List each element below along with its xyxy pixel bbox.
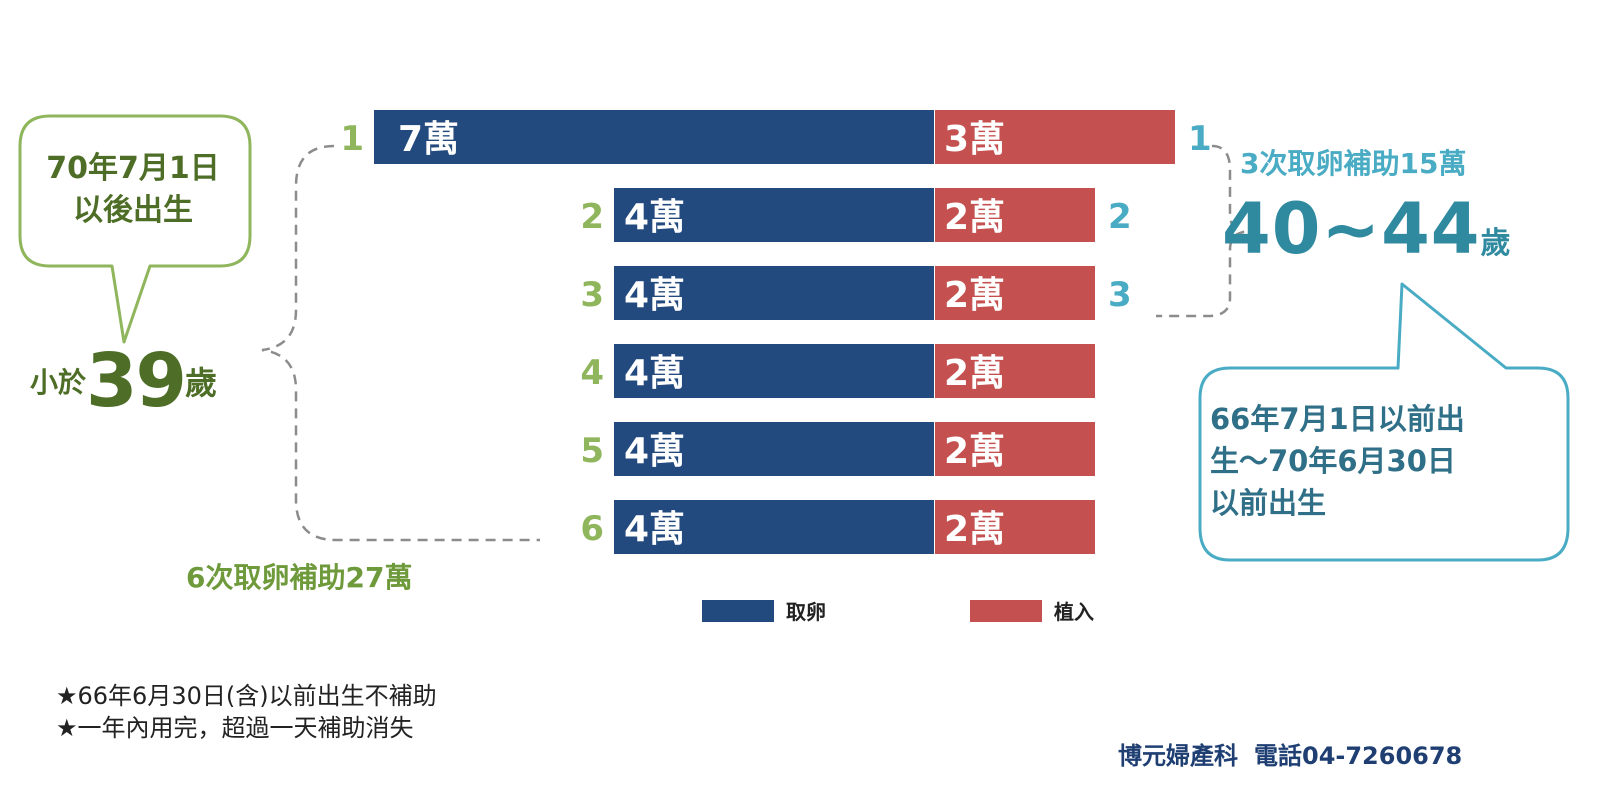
value-label-retrieval-1: 7萬: [398, 119, 459, 160]
right-index-3: 3: [1108, 275, 1132, 315]
note-1: ★66年6月30日(含)以前出生不補助: [56, 682, 437, 710]
bar-retrieval-2: [614, 188, 934, 242]
bar-retrieval-1: [374, 110, 934, 164]
left-bubble-text: 70年7月1日 以後出生: [46, 151, 220, 228]
value-label-retrieval-2: 4萬: [624, 197, 685, 238]
value-label-retrieval-3: 4萬: [624, 275, 685, 316]
value-label-transfer-3: 2萬: [944, 275, 1005, 316]
bars-layer: [374, 110, 1175, 554]
left-index-3: 3: [580, 275, 604, 315]
left-age-suffix: 歲: [185, 364, 218, 402]
value-label-retrieval-6: 4萬: [624, 509, 685, 550]
value-label-transfer-1: 3萬: [944, 119, 1005, 160]
bar-retrieval-5: [614, 422, 934, 476]
right-bubble-text: 66年7月1日以前出 生～70年6月30日 以前出生: [1210, 402, 1465, 520]
bar-transfer-1: [935, 110, 1175, 164]
right-index-2: 2: [1108, 197, 1132, 237]
value-label-transfer-5: 2萬: [944, 431, 1005, 472]
left-summary: 6次取卵補助27萬: [186, 561, 413, 594]
right-bracket: [1156, 144, 1245, 318]
left-index-5: 5: [580, 431, 604, 471]
left-age-prefix: 小於: [30, 366, 87, 399]
decoration-layer: [18, 114, 1570, 562]
legend-label-retrieval: 取卵: [786, 600, 826, 624]
value-label-transfer-4: 2萬: [944, 353, 1005, 394]
legend-swatch-transfer: [970, 600, 1042, 622]
left-index-2: 2: [580, 197, 604, 237]
left-speech-bubble: [18, 114, 252, 344]
right-summary: 3次取卵補助15萬: [1240, 147, 1467, 180]
note-2: ★一年內用完，超過一天補助消失: [56, 714, 414, 742]
right-speech-bubble: [1198, 282, 1570, 562]
right-index-1: 1: [1188, 119, 1212, 159]
left-age-number: 39: [86, 338, 187, 424]
footer-phone: 電話04-7260678: [1254, 742, 1463, 770]
footer-clinic: 博元婦產科: [1118, 742, 1238, 770]
bar-transfer-6: [935, 500, 1095, 554]
bar-retrieval-3: [614, 266, 934, 320]
value-label-transfer-6: 2萬: [944, 509, 1005, 550]
left-bracket: [261, 144, 540, 542]
bar-transfer-2: [935, 188, 1095, 242]
left-index-4: 4: [580, 353, 604, 393]
bar-transfer-5: [935, 422, 1095, 476]
right-age-suffix: 歲: [1480, 226, 1511, 261]
value-label-retrieval-5: 4萬: [624, 431, 685, 472]
left-age-label: 小於39歲: [30, 338, 217, 428]
bar-retrieval-6: [614, 500, 934, 554]
labels-layer: 7萬 3萬 1 1 4萬 2萬 2 2 4萬 2萬 3 3 4萬 2萬 4 4萬 2萬 5 4萬 2萬 6 取卵 植入: [340, 119, 1211, 624]
legend-label-transfer: 植入: [1054, 600, 1094, 624]
legend-swatch-retrieval: [702, 600, 774, 622]
right-age-label: 40~44歲: [1222, 188, 1510, 270]
bar-transfer-4: [935, 344, 1095, 398]
value-label-transfer-2: 2萬: [944, 197, 1005, 238]
left-index-6: 6: [580, 509, 604, 549]
value-label-retrieval-4: 4萬: [624, 353, 685, 394]
footer: 博元婦產科 電話04-7260678: [1118, 736, 1462, 771]
right-age-number: 40~44: [1222, 188, 1481, 270]
bar-retrieval-4: [614, 344, 934, 398]
bar-transfer-3: [935, 266, 1095, 320]
left-index-1: 1: [340, 119, 364, 159]
